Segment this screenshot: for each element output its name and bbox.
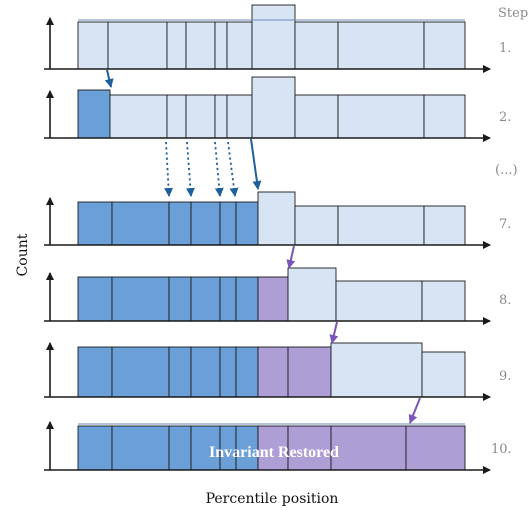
step-label: 10. [491, 442, 512, 457]
x-axis-label: Percentile position [206, 491, 339, 507]
dashed-transition-arrow [185, 141, 195, 197]
histogram-bin [77, 276, 113, 322]
histogram-row-4: 8. [44, 267, 511, 325]
dashed-transition-arrow [227, 141, 239, 197]
histogram-bin [226, 94, 253, 139]
histogram-bin [77, 425, 113, 471]
histogram-bin [219, 346, 237, 398]
step-label: 2. [499, 110, 511, 125]
histogram-bin [168, 346, 192, 398]
histogram-row-1: 1. [44, 4, 511, 73]
histogram-bin [77, 201, 113, 246]
transition-arrow [104, 69, 114, 88]
histogram-row-6: 10. [44, 421, 512, 474]
histogram-bin [251, 76, 296, 139]
y-axis-label: Count [15, 233, 31, 276]
dashed-transition-arrow [214, 141, 224, 197]
histogram-bin [111, 425, 170, 471]
transition-arrow [286, 245, 296, 269]
histogram-bin [294, 94, 339, 139]
histogram-bin [77, 346, 113, 398]
step-label: 7. [499, 217, 511, 232]
histogram-bin [423, 205, 466, 246]
histogram-row-2: 2. [44, 76, 511, 142]
histogram-bin [423, 94, 466, 139]
histogram-bin [294, 21, 339, 70]
histogram-bin [77, 21, 109, 70]
step-label: 9. [499, 369, 511, 384]
histogram-bin [185, 94, 216, 139]
histogram-bin [235, 346, 259, 398]
histogram-bin [168, 276, 192, 322]
histogram-bin [251, 4, 296, 70]
transition-arrow [250, 138, 262, 190]
histogram-bin [421, 351, 466, 398]
histogram-bin [111, 276, 170, 322]
histogram-bin [257, 191, 296, 246]
histogram-bin [423, 21, 466, 70]
step-label: 1. [499, 41, 511, 56]
histogram-bin [235, 276, 259, 322]
histogram-bin [257, 346, 289, 398]
histogram-bin [111, 346, 170, 398]
histogram-bin [219, 201, 237, 246]
histogram-bin [168, 201, 192, 246]
histogram-bin [219, 276, 237, 322]
histogram-row-5: 9. [44, 342, 511, 401]
histogram-bin [166, 21, 187, 70]
histogram-bin [257, 276, 289, 322]
histogram-bin [166, 94, 187, 139]
dashed-transition-arrow [164, 141, 174, 197]
histogram-bin [214, 21, 228, 70]
histogram-bin [168, 425, 192, 471]
step-label: 8. [499, 293, 511, 308]
histogram-row-3: 7. [44, 191, 511, 249]
histogram-bin [287, 267, 337, 322]
histogram-bin [235, 201, 259, 246]
histogram-bin [421, 280, 466, 322]
histogram-rows: 1. 2. 7. 8. 9. 10. [44, 4, 512, 474]
histogram-bin [190, 276, 221, 322]
histogram-bin [226, 21, 253, 70]
transition-arrow [329, 321, 339, 344]
histogram-bin [337, 94, 425, 139]
histogram-bin [405, 425, 466, 471]
histogram-bin [330, 425, 407, 471]
histogram-bin [337, 205, 425, 246]
histogram-bin [190, 201, 221, 246]
histogram-bin [287, 346, 332, 398]
ellipsis-step-label: (...) [495, 163, 518, 178]
histogram-bin [330, 342, 423, 398]
histogram-bin [190, 346, 221, 398]
step-column-header: Step [498, 6, 528, 21]
transition-arrow [408, 397, 421, 424]
histogram-bin [337, 21, 425, 70]
histogram-bin [214, 94, 228, 139]
histogram-bin [335, 280, 423, 322]
invariant-restored-banner: Invariant Restored [209, 444, 339, 461]
histogram-bin [107, 21, 168, 70]
histogram-bin [77, 89, 111, 139]
histogram-bin [294, 205, 339, 246]
histogram-bin [111, 201, 170, 246]
transition-arrows [104, 69, 421, 424]
histogram-bin [109, 94, 168, 139]
histogram-bin [185, 21, 216, 70]
